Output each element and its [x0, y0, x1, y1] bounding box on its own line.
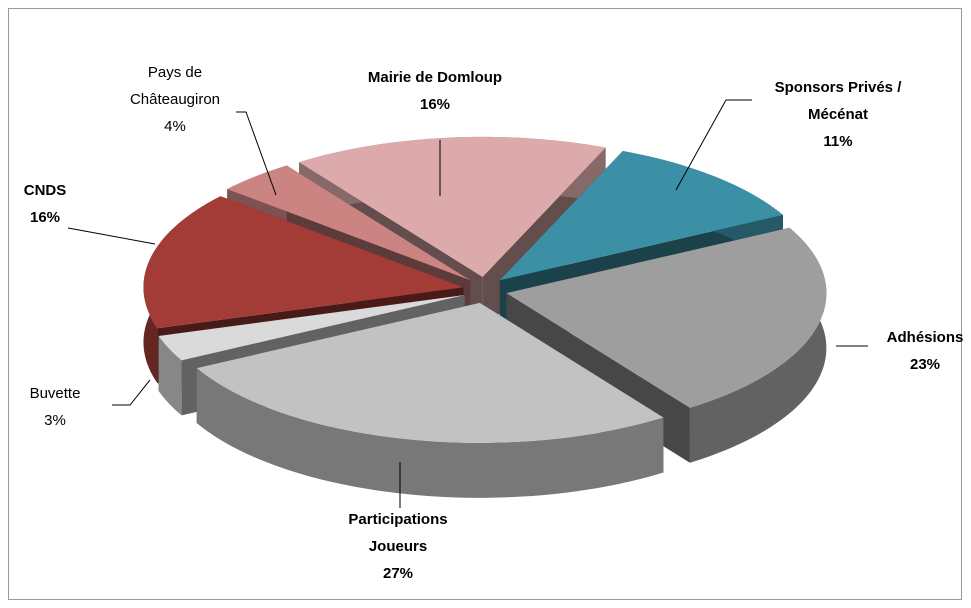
slice-wall: [196, 368, 664, 498]
category-label: Mairie de Domloup: [368, 69, 502, 86]
category-label: CNDS: [24, 182, 67, 199]
category-label: Pays de Châteaugiron: [130, 64, 220, 108]
slice-top: [299, 136, 606, 277]
slice-top: [143, 196, 464, 329]
value-label: 23%: [910, 356, 940, 373]
value-label: 27%: [383, 565, 413, 582]
category-label: Participations Joueurs: [348, 511, 447, 555]
value-label: 4%: [164, 118, 186, 135]
slice-top: [499, 151, 783, 281]
value-label: 16%: [30, 209, 60, 226]
slice: [196, 302, 664, 498]
slice-top: [158, 295, 465, 361]
category-label: Buvette: [30, 385, 81, 402]
slice-top: [506, 227, 827, 408]
leader-line: [67, 227, 156, 245]
slice-wall: [689, 227, 827, 463]
slice-wall: [158, 335, 182, 416]
slice-top: [227, 165, 471, 281]
leader-line: [675, 99, 752, 191]
value-label: 11%: [823, 133, 852, 150]
pie: [143, 136, 827, 498]
category-label: Sponsors Privés / Mécénat: [775, 79, 903, 123]
slice-top: [196, 302, 664, 443]
category-label: Adhésions: [887, 329, 964, 346]
labels: Mairie de Domloup 16% Sponsors Privés / Méc…: [24, 64, 964, 582]
leader-line: [236, 111, 277, 196]
leader-line: [112, 379, 151, 406]
value-label: 3%: [44, 412, 66, 429]
value-label: 16%: [420, 96, 450, 113]
